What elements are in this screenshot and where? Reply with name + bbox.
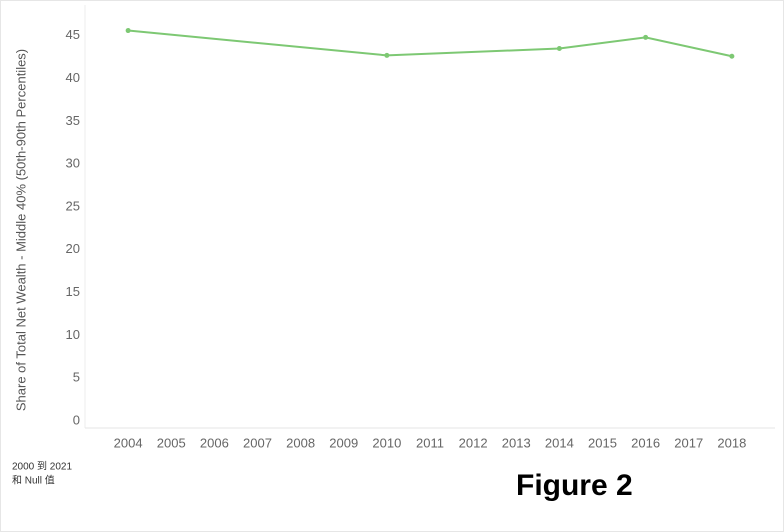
x-tick-label: 2012 (459, 435, 488, 450)
figure-label: Figure 2 (516, 469, 633, 502)
x-tick-label: 2014 (545, 435, 574, 450)
y-tick-label: 5 (73, 370, 80, 385)
y-tick-label: 35 (66, 113, 80, 128)
y-tick-label: 45 (66, 27, 80, 42)
y-tick-label: 25 (66, 198, 80, 213)
point (384, 52, 390, 58)
y-tick-label: 15 (66, 284, 80, 299)
x-tick-label: 2017 (674, 435, 703, 450)
point (556, 46, 562, 52)
x-tick-label: 2009 (329, 435, 358, 450)
y-tick-label: 30 (66, 156, 80, 171)
y-tick-label: 20 (66, 241, 80, 256)
y-tick-label: 10 (66, 327, 80, 342)
y-axis-title: Share of Total Net Wealth - Middle 40% (… (13, 49, 28, 411)
x-tick-label: 2006 (200, 435, 229, 450)
x-tick-label: 2015 (588, 435, 617, 450)
x-tick-label: 2007 (243, 435, 272, 450)
x-tick-label: 2016 (631, 435, 660, 450)
footnote: 2000 到 2021 (12, 461, 72, 473)
footnote: 和 Null 值 (12, 474, 55, 487)
x-tick-label: 2011 (416, 435, 444, 450)
point (125, 28, 131, 34)
y-tick-label: 0 (73, 412, 80, 427)
y-tick-label: 40 (66, 70, 80, 85)
point (729, 53, 735, 59)
x-tick-label: 2010 (372, 435, 401, 450)
x-tick-label: 2018 (717, 435, 746, 450)
x-tick-label: 2013 (502, 435, 531, 450)
x-tick-label: 2005 (157, 435, 186, 450)
point (643, 34, 649, 40)
x-tick-label: 2008 (286, 435, 315, 450)
x-tick-label: 2004 (114, 435, 143, 450)
